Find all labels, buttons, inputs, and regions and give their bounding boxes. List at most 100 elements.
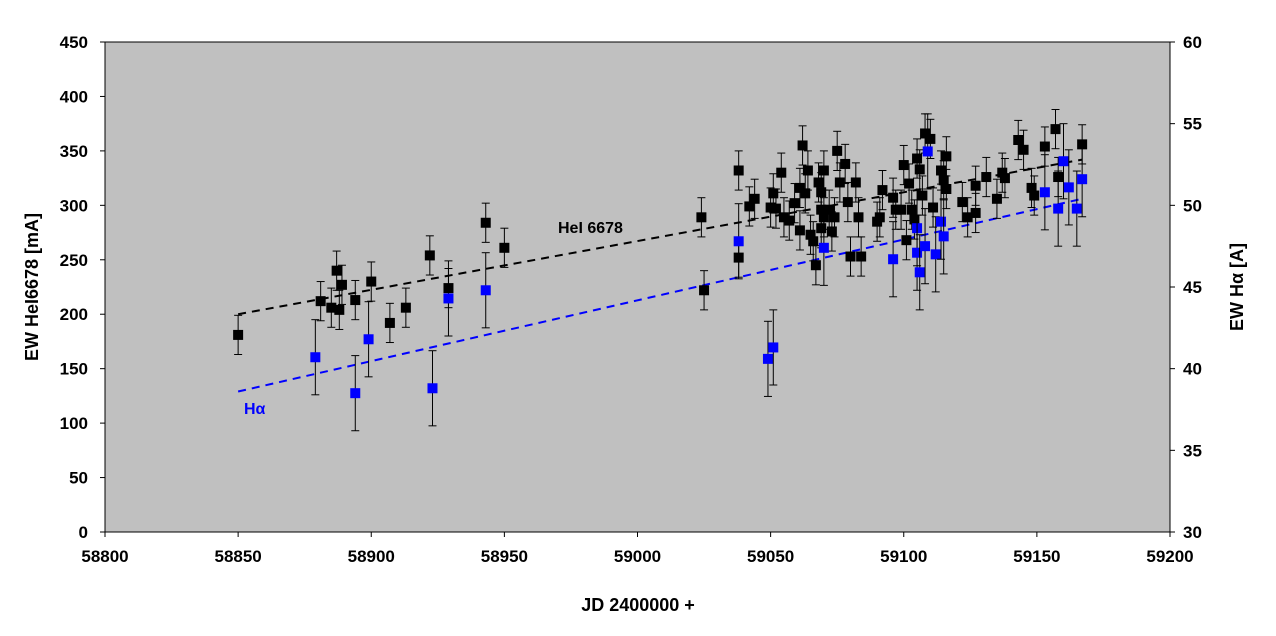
data-point xyxy=(877,169,888,211)
marker xyxy=(794,225,805,236)
marker xyxy=(808,236,819,247)
marker xyxy=(925,133,936,144)
marker xyxy=(896,204,907,215)
data-point xyxy=(315,281,326,322)
data-point xyxy=(363,301,374,378)
marker xyxy=(768,188,779,199)
data-point xyxy=(1058,123,1069,200)
y2-tick-label: 30 xyxy=(1183,523,1202,542)
x-axis-title: JD 2400000 + xyxy=(581,595,695,615)
marker xyxy=(824,204,835,215)
marker xyxy=(334,304,345,315)
marker xyxy=(874,212,885,223)
marker xyxy=(909,214,920,225)
y-tick-label: 50 xyxy=(69,469,88,488)
x-tick-label: 59200 xyxy=(1146,547,1193,566)
data-point xyxy=(794,210,805,251)
marker xyxy=(917,190,928,201)
y-tick-label: 400 xyxy=(60,87,88,106)
marker xyxy=(922,146,933,157)
data-point xyxy=(797,125,808,166)
marker xyxy=(850,177,861,188)
marker xyxy=(813,177,824,188)
marker xyxy=(480,217,491,228)
marker xyxy=(856,251,867,262)
marker xyxy=(888,192,899,203)
marker xyxy=(818,165,829,176)
y-tick-label: 350 xyxy=(60,142,88,161)
data-point xyxy=(888,221,899,298)
marker xyxy=(784,215,795,226)
marker xyxy=(1013,135,1024,145)
marker xyxy=(962,212,973,223)
marker xyxy=(970,207,981,218)
marker xyxy=(744,201,755,212)
y2-tick-label: 55 xyxy=(1183,115,1202,134)
data-point xyxy=(1053,170,1064,247)
data-point xyxy=(424,235,435,276)
marker xyxy=(1077,174,1088,185)
marker xyxy=(802,165,813,176)
data-point xyxy=(762,320,773,397)
data-point xyxy=(696,197,707,238)
x-tick-label: 59050 xyxy=(747,547,794,566)
marker xyxy=(901,235,912,246)
marker xyxy=(1058,156,1069,167)
marker xyxy=(733,165,744,176)
x-tick-label: 59100 xyxy=(880,547,927,566)
data-point xyxy=(384,302,395,344)
marker xyxy=(350,388,361,399)
marker xyxy=(233,329,244,340)
data-point xyxy=(856,236,867,277)
marker xyxy=(810,260,821,271)
marker xyxy=(310,352,321,363)
marker xyxy=(1029,190,1040,201)
data-point xyxy=(829,197,840,238)
marker xyxy=(800,188,811,199)
marker xyxy=(762,353,773,364)
marker xyxy=(794,182,805,193)
marker xyxy=(1071,203,1082,214)
marker xyxy=(749,193,760,204)
data-point xyxy=(499,227,510,268)
marker xyxy=(936,165,947,176)
marker xyxy=(997,167,1008,178)
marker xyxy=(427,383,438,394)
data-point xyxy=(981,156,992,198)
y-axis-title: EW HeI6678 [mA] xyxy=(22,213,42,361)
marker xyxy=(941,184,952,194)
data-point xyxy=(1050,109,1061,150)
data-point xyxy=(744,186,755,227)
marker xyxy=(331,265,342,276)
y-tick-label: 100 xyxy=(60,414,88,433)
marker xyxy=(970,180,981,191)
data-point xyxy=(1013,119,1024,161)
y2-tick-label: 45 xyxy=(1183,278,1202,297)
data-point xyxy=(1071,170,1082,247)
marker xyxy=(877,185,888,196)
marker xyxy=(845,251,856,262)
data-point xyxy=(999,158,1010,199)
x-tick-label: 58900 xyxy=(348,547,395,566)
data-point xyxy=(810,245,821,286)
data-point xyxy=(733,150,744,191)
data-point xyxy=(350,279,361,321)
marker xyxy=(957,197,968,208)
data-point xyxy=(845,236,856,277)
marker xyxy=(733,236,744,247)
data-point xyxy=(938,198,949,275)
y-tick-label: 200 xyxy=(60,305,88,324)
y2-tick-label: 35 xyxy=(1183,441,1202,460)
data-point xyxy=(962,197,973,238)
data-point xyxy=(1039,154,1050,231)
marker xyxy=(315,296,326,307)
marker xyxy=(336,279,347,290)
data-point xyxy=(770,188,781,229)
marker xyxy=(834,177,845,188)
marker xyxy=(797,140,808,151)
marker xyxy=(816,204,827,215)
y2-axis-title: EW Hα [A] xyxy=(1227,243,1247,331)
marker xyxy=(696,212,707,223)
y2-tick-label: 40 xyxy=(1183,360,1202,379)
